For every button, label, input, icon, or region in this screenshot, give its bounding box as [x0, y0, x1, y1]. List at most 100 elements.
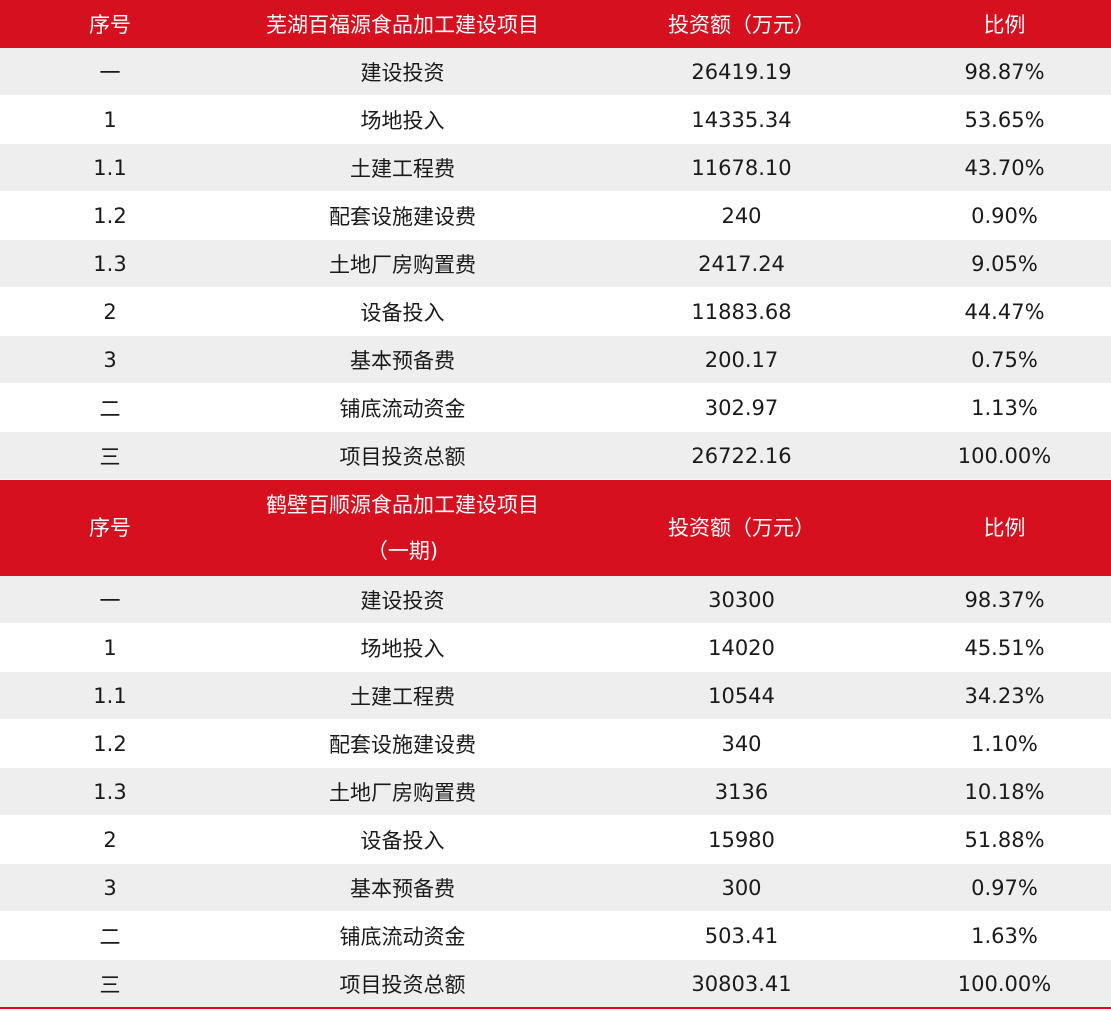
cell-no: 3	[0, 863, 220, 912]
cell-name: 配套设施建设费	[220, 191, 585, 240]
cell-amount: 2417.24	[585, 239, 898, 288]
cell-ratio: 100.00%	[898, 959, 1111, 1009]
cell-ratio: 51.88%	[898, 815, 1111, 864]
cell-name: 建设投资	[220, 576, 585, 624]
cell-amount: 340	[585, 719, 898, 768]
table-row: 3 基本预备费 300 0.97%	[0, 863, 1111, 912]
project-title-line2: （一期)	[366, 539, 439, 563]
cell-ratio: 1.13%	[898, 383, 1111, 432]
section-header-row: 序号 鹤壁百顺源食品加工建设项目 （一期) 投资额（万元） 比例	[0, 479, 1111, 576]
cell-amount: 15980	[585, 815, 898, 864]
cell-amount: 10544	[585, 671, 898, 720]
cell-no: 三	[0, 959, 220, 1009]
cell-ratio: 0.97%	[898, 863, 1111, 912]
cell-no: 1	[0, 95, 220, 144]
table-row: 2 设备投入 11883.68 44.47%	[0, 287, 1111, 336]
cell-amount: 30300	[585, 576, 898, 624]
cell-ratio: 44.47%	[898, 287, 1111, 336]
cell-ratio: 45.51%	[898, 623, 1111, 672]
header-ratio: 比例	[898, 479, 1111, 576]
cell-amount: 14335.34	[585, 95, 898, 144]
cell-amount: 26722.16	[585, 431, 898, 480]
cell-name: 基本预备费	[220, 335, 585, 384]
table-row: 3 基本预备费 200.17 0.75%	[0, 335, 1111, 384]
cell-ratio: 98.37%	[898, 576, 1111, 624]
header-project-title: 芜湖百福源食品加工建设项目	[220, 0, 585, 48]
table-row: 一建设投资 30300 98.37%	[0, 576, 1111, 624]
table-row: 二铺底流动资金 302.97 1.13%	[0, 383, 1111, 432]
table-row: 1.1 土建工程费 10544 34.23%	[0, 671, 1111, 720]
cell-ratio: 1.63%	[898, 911, 1111, 960]
cell-ratio: 0.90%	[898, 191, 1111, 240]
cell-no: 三	[0, 431, 220, 480]
cell-amount: 14020	[585, 623, 898, 672]
cell-name: 建设投资	[220, 48, 585, 96]
header-amount: 投资额（万元）	[585, 479, 898, 576]
cell-no: 2	[0, 287, 220, 336]
cell-ratio: 10.18%	[898, 767, 1111, 816]
cell-ratio: 43.70%	[898, 143, 1111, 192]
cell-no: 1	[0, 623, 220, 672]
cell-name: 土建工程费	[220, 671, 585, 720]
cell-ratio: 9.05%	[898, 239, 1111, 288]
cell-amount: 11678.10	[585, 143, 898, 192]
cell-ratio: 98.87%	[898, 48, 1111, 96]
cell-name: 设备投入	[220, 287, 585, 336]
cell-no: 2	[0, 815, 220, 864]
header-ratio: 比例	[898, 0, 1111, 48]
cell-ratio: 100.00%	[898, 431, 1111, 480]
cell-amount: 30803.41	[585, 959, 898, 1009]
cell-name: 铺底流动资金	[220, 911, 585, 960]
cell-ratio: 1.10%	[898, 719, 1111, 768]
cell-amount: 26419.19	[585, 48, 898, 96]
table-row: 1.1 土建工程费 11678.10 43.70%	[0, 143, 1111, 192]
table-row: 1 场地投入 14335.34 53.65%	[0, 95, 1111, 144]
cell-amount: 240	[585, 191, 898, 240]
cell-no: 1.2	[0, 191, 220, 240]
table-row: 三项目投资总额 30803.41 100.00%	[0, 959, 1111, 1009]
table-row: 1.3 土地厂房购置费 3136 10.18%	[0, 767, 1111, 816]
cell-name: 基本预备费	[220, 863, 585, 912]
header-project-title: 鹤壁百顺源食品加工建设项目 （一期)	[220, 479, 585, 576]
header-no: 序号	[0, 0, 220, 48]
table-row: 1.3 土地厂房购置费 2417.24 9.05%	[0, 239, 1111, 288]
table-row: 一建设投资 26419.19 98.87%	[0, 48, 1111, 96]
header-no: 序号	[0, 479, 220, 576]
cell-amount: 3136	[585, 767, 898, 816]
cell-no: 1.1	[0, 143, 220, 192]
cell-amount: 503.41	[585, 911, 898, 960]
cell-amount: 302.97	[585, 383, 898, 432]
table-row: 1 场地投入 14020 45.51%	[0, 623, 1111, 672]
cell-amount: 200.17	[585, 335, 898, 384]
table-row: 二铺底流动资金 503.41 1.63%	[0, 911, 1111, 960]
cell-no: 1.3	[0, 239, 220, 288]
section-header-row: 序号 芜湖百福源食品加工建设项目 投资额（万元） 比例	[0, 0, 1111, 48]
cell-no: 1.2	[0, 719, 220, 768]
cell-no: 1.3	[0, 767, 220, 816]
table-row: 1.2 配套设施建设费 240 0.90%	[0, 191, 1111, 240]
cell-amount: 11883.68	[585, 287, 898, 336]
cell-no: 一	[0, 48, 220, 96]
cell-no: 二	[0, 383, 220, 432]
cell-ratio: 0.75%	[898, 335, 1111, 384]
cell-amount: 300	[585, 863, 898, 912]
cell-name: 土建工程费	[220, 143, 585, 192]
project-title: 鹤壁百顺源食品加工建设项目	[266, 493, 539, 517]
project-title: 芜湖百福源食品加工建设项目	[266, 13, 539, 37]
cell-no: 1.1	[0, 671, 220, 720]
table-row: 三项目投资总额 26722.16 100.00%	[0, 431, 1111, 480]
cell-ratio: 53.65%	[898, 95, 1111, 144]
cell-name: 项目投资总额	[220, 431, 585, 480]
cell-name: 配套设施建设费	[220, 719, 585, 768]
header-amount: 投资额（万元）	[585, 0, 898, 48]
table-row: 1.2 配套设施建设费 340 1.10%	[0, 719, 1111, 768]
cell-name: 项目投资总额	[220, 959, 585, 1009]
table-row: 2 设备投入 15980 51.88%	[0, 815, 1111, 864]
cell-ratio: 34.23%	[898, 671, 1111, 720]
cell-no: 一	[0, 576, 220, 624]
cell-name: 土地厂房购置费	[220, 767, 585, 816]
cell-name: 场地投入	[220, 623, 585, 672]
cell-name: 设备投入	[220, 815, 585, 864]
